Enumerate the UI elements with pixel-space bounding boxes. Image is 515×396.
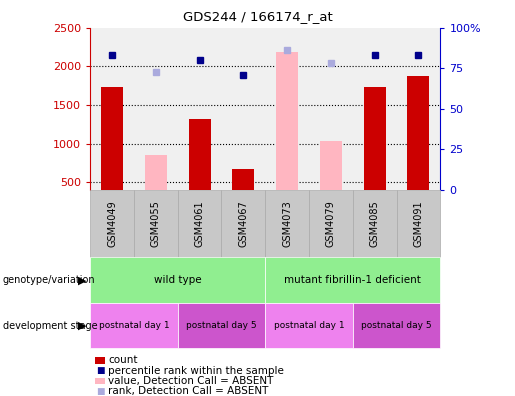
Bar — [353, 303, 440, 348]
Bar — [265, 303, 353, 348]
Text: genotype/variation: genotype/variation — [3, 275, 95, 285]
Text: GSM4067: GSM4067 — [238, 200, 248, 247]
Text: GDS244 / 166174_r_at: GDS244 / 166174_r_at — [183, 10, 332, 23]
Bar — [145, 154, 167, 221]
Bar — [320, 141, 342, 221]
Bar — [188, 119, 211, 221]
Bar — [265, 190, 309, 257]
Text: GSM4061: GSM4061 — [195, 200, 204, 247]
Bar — [178, 303, 265, 348]
Text: wild type: wild type — [154, 275, 201, 285]
Bar — [134, 190, 178, 257]
Text: GSM4079: GSM4079 — [326, 200, 336, 247]
Text: GSM4091: GSM4091 — [414, 200, 423, 247]
Bar — [276, 52, 298, 221]
Text: postnatal day 5: postnatal day 5 — [361, 321, 432, 330]
Bar — [90, 303, 178, 348]
Text: ■: ■ — [96, 387, 104, 396]
Text: ▶: ▶ — [77, 275, 86, 285]
Bar — [90, 190, 134, 257]
Text: GSM4049: GSM4049 — [107, 200, 117, 247]
Text: GSM4055: GSM4055 — [151, 200, 161, 247]
Bar — [221, 190, 265, 257]
Bar — [309, 190, 353, 257]
Bar — [178, 190, 221, 257]
Bar — [265, 257, 440, 303]
Text: development stage: development stage — [3, 321, 97, 331]
Bar — [407, 76, 430, 221]
Bar — [90, 257, 265, 303]
Text: mutant fibrillin-1 deficient: mutant fibrillin-1 deficient — [284, 275, 421, 285]
Text: percentile rank within the sample: percentile rank within the sample — [108, 366, 284, 376]
Text: GSM4085: GSM4085 — [370, 200, 380, 247]
Text: postnatal day 1: postnatal day 1 — [98, 321, 169, 330]
Bar — [353, 190, 397, 257]
Text: postnatal day 5: postnatal day 5 — [186, 321, 257, 330]
Text: rank, Detection Call = ABSENT: rank, Detection Call = ABSENT — [108, 386, 268, 396]
Text: ■: ■ — [96, 366, 104, 375]
Text: ▶: ▶ — [77, 321, 86, 331]
Bar — [232, 169, 254, 221]
Text: count: count — [108, 355, 138, 366]
Bar — [397, 190, 440, 257]
Bar — [101, 87, 123, 221]
Text: postnatal day 1: postnatal day 1 — [273, 321, 345, 330]
Bar — [364, 87, 386, 221]
Text: value, Detection Call = ABSENT: value, Detection Call = ABSENT — [108, 376, 273, 386]
Text: GSM4073: GSM4073 — [282, 200, 292, 247]
